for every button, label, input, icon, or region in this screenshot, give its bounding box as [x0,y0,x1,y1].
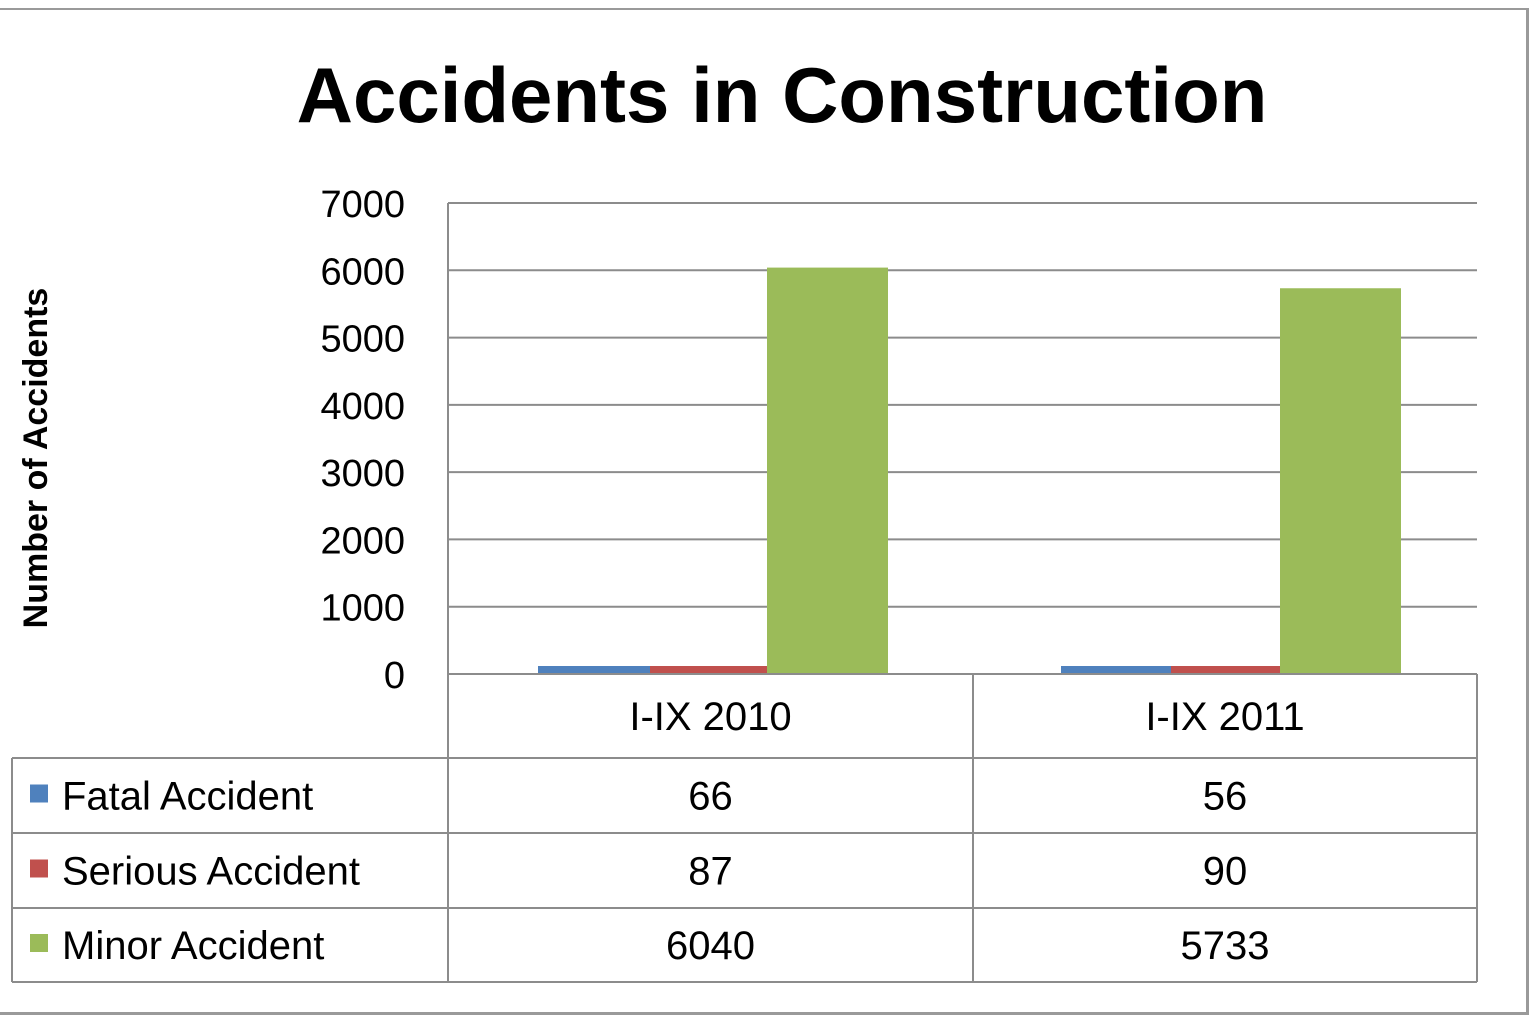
x-tick-label: I-IX 2010 [629,695,791,739]
bar-fatal-accident-2 [1061,666,1173,674]
data-table-value: 90 [1203,850,1248,894]
y-tick-label: 5000 [320,319,405,361]
chart-title: Accidents in Construction [297,51,1268,139]
bar-serious-accident-2 [1171,666,1288,674]
data-table-value: 87 [688,850,733,894]
y-tick-label: 4000 [320,386,405,428]
y-tick-label: 0 [384,655,405,697]
bars [538,267,1401,674]
y-tick-label: 6000 [320,251,405,293]
data-table: I-IX 2010 I-IX 2011 Fatal Accident 66 56 Seri… [11,673,1478,983]
legend-swatch [30,784,48,803]
y-axis-ticks: 0 1000 2000 3000 4000 5000 6000 7000 [320,184,405,697]
y-tick-label: 3000 [320,453,405,495]
legend-swatch [30,934,48,952]
bar-minor-accident-1 [767,267,888,674]
data-table-value: 6040 [666,924,755,968]
gridlines [447,202,1477,674]
chart-frame [0,8,1529,1015]
legend-label: Fatal Accident [62,775,313,819]
x-tick-label: I-IX 2011 [1145,695,1304,739]
data-table-value: 5733 [1181,924,1270,968]
y-axis-label: Number of Accidents [17,288,55,629]
bar-minor-accident-2 [1280,288,1401,674]
y-tick-label: 7000 [320,184,405,226]
bar-serious-accident-1 [650,666,767,674]
data-table-value: 56 [1203,775,1248,819]
bar-fatal-accident-1 [538,666,650,674]
data-table-value: 66 [688,775,733,819]
y-tick-label: 2000 [320,520,405,562]
y-tick-label: 1000 [320,588,405,630]
legend-label: Serious Accident [62,850,360,894]
legend-label: Minor Accident [62,924,324,968]
legend-swatch [30,859,48,878]
